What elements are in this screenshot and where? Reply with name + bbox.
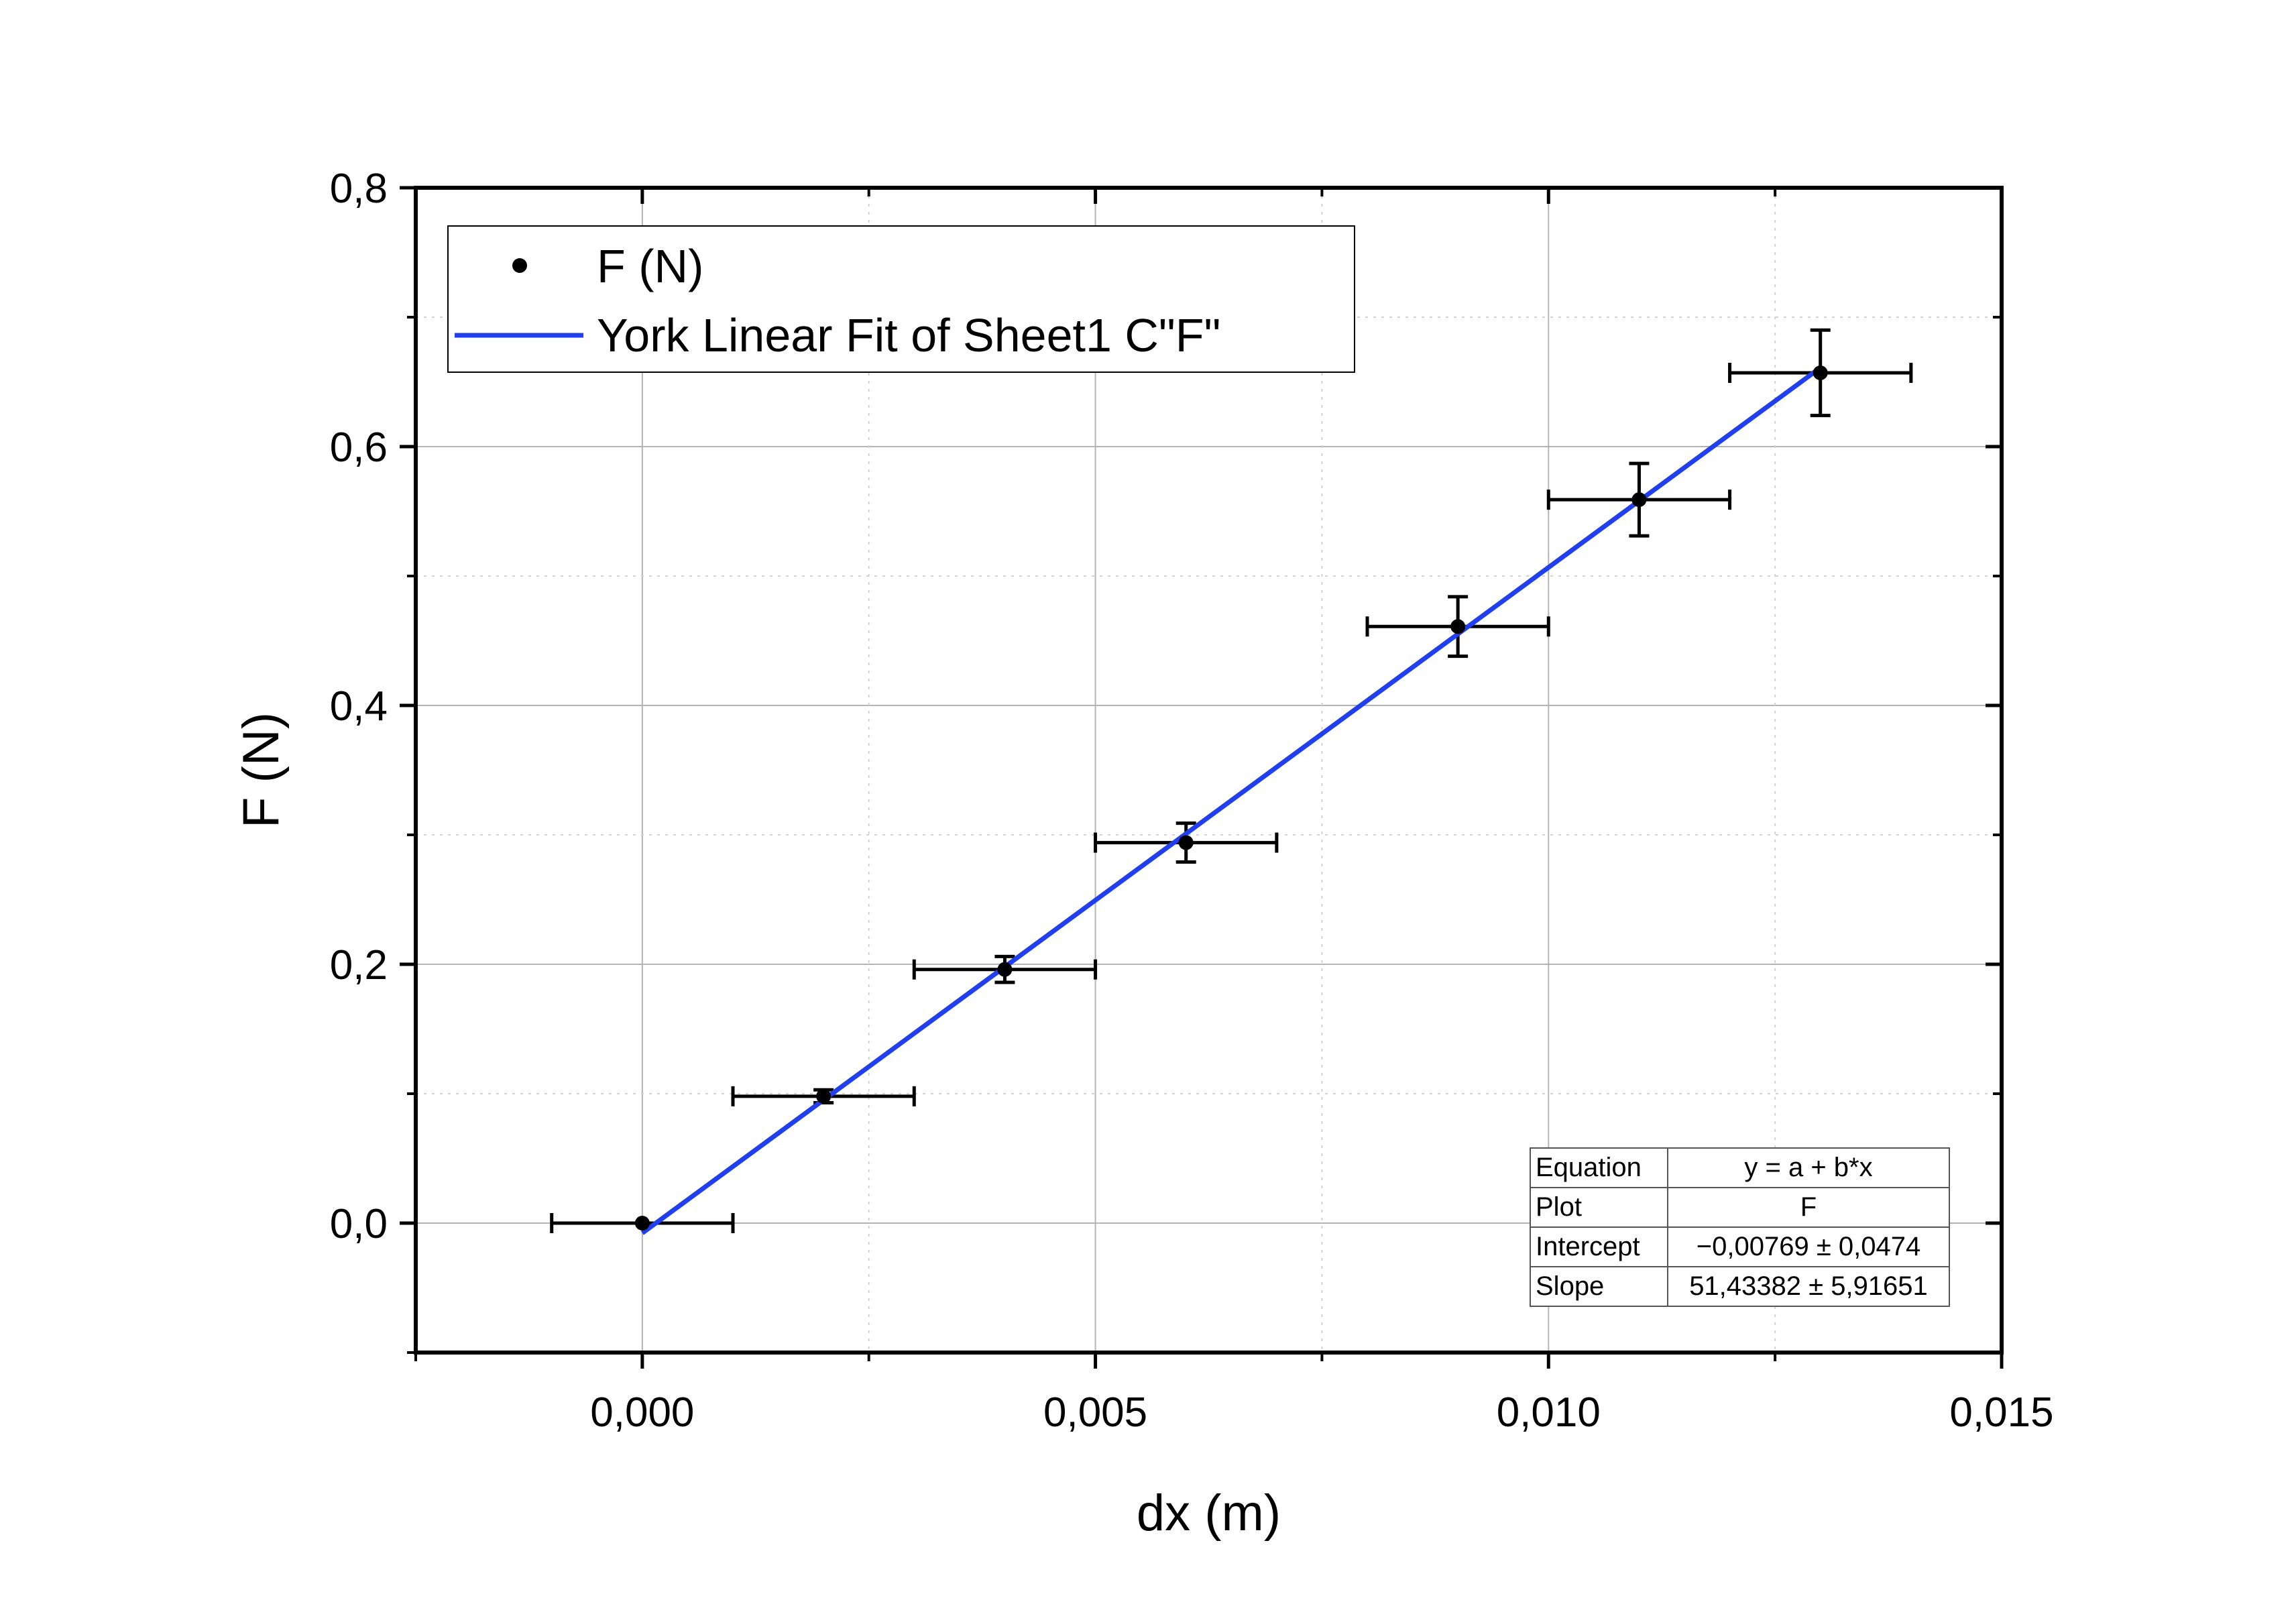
data-point bbox=[1813, 365, 1828, 380]
y-axis-title: F (N) bbox=[233, 712, 290, 828]
data-point bbox=[816, 1088, 831, 1104]
legend-box bbox=[447, 225, 1355, 373]
y-tick-label: 0,2 bbox=[330, 942, 388, 988]
x-tick-label: 0,005 bbox=[1043, 1389, 1147, 1436]
fit-table-label: Intercept bbox=[1536, 1232, 1640, 1261]
x-axis-title: dx (m) bbox=[1137, 1485, 1281, 1542]
plot-data bbox=[550, 328, 1913, 1235]
y-tick-label: 0,4 bbox=[330, 683, 388, 730]
x-tick-label: 0,015 bbox=[1949, 1389, 2053, 1436]
x-tick-label: 0,000 bbox=[590, 1389, 694, 1436]
data-point bbox=[1450, 619, 1466, 634]
fit-table-value: F bbox=[1800, 1192, 1817, 1222]
fit-line bbox=[640, 365, 1822, 1235]
fit-results-table: Equation y = a + b*x Plot F Intercept −0,0076… bbox=[1530, 1147, 1950, 1307]
legend-label-fit: York Linear Fit of Sheet1 C"F" bbox=[597, 309, 1220, 361]
y-tick-label: 0,0 bbox=[330, 1201, 388, 1247]
y-tick-label: 0,6 bbox=[330, 424, 388, 471]
legend: F (N) York Linear Fit of Sheet1 C"F" bbox=[447, 225, 1355, 373]
data-point bbox=[997, 962, 1013, 977]
data-point bbox=[1178, 835, 1194, 850]
fit-table-label: Equation bbox=[1536, 1153, 1642, 1182]
legend-marker-points bbox=[512, 258, 527, 273]
plot-frame bbox=[414, 186, 2004, 1355]
legend-label-points: F (N) bbox=[597, 240, 703, 292]
fit-table-value: 51,43382 ± 5,91651 bbox=[1689, 1271, 1928, 1301]
fit-table-value: −0,00769 ± 0,0474 bbox=[1697, 1232, 1920, 1261]
fit-table-label: Plot bbox=[1536, 1192, 1582, 1222]
x-tick-label: 0,010 bbox=[1497, 1389, 1601, 1436]
axis-ticks: 0,000 0,005 0,010 0,015 0,0 0,2 0,4 0,6 0,8 bbox=[330, 166, 2054, 1436]
y-tick-label: 0,8 bbox=[330, 166, 388, 212]
data-point bbox=[634, 1216, 650, 1230]
data-point bbox=[1631, 492, 1647, 508]
fit-table-value: y = a + b*x bbox=[1744, 1153, 1872, 1182]
fit-table-label: Slope bbox=[1536, 1271, 1604, 1301]
